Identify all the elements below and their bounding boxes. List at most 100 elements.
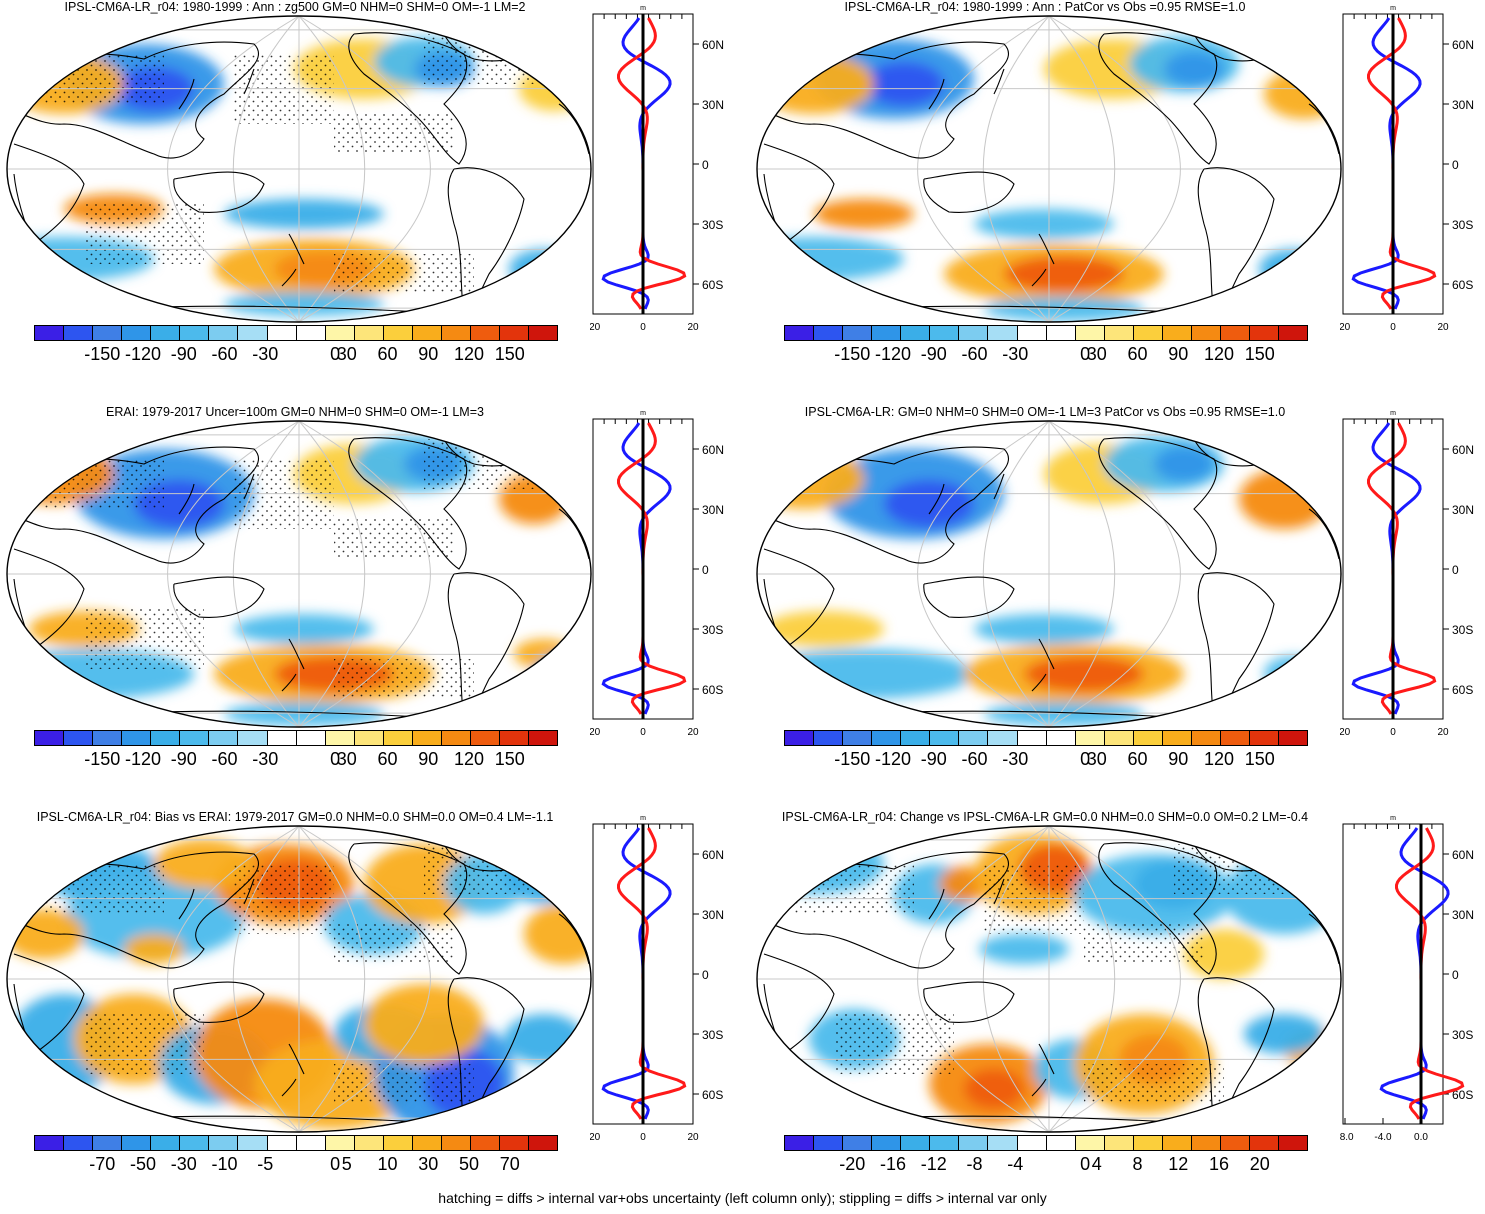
x-tick-label: 20 xyxy=(687,322,699,333)
colorbar-swatch xyxy=(209,1136,239,1150)
colorbar-tick-label: 30 xyxy=(336,344,357,364)
colorbar-swatch xyxy=(209,731,239,745)
colorbar-tick-label: 150 xyxy=(494,749,525,769)
x-tick-label: -4.0 xyxy=(1374,1132,1392,1143)
longitude-line xyxy=(298,421,431,727)
map-frame xyxy=(6,420,592,728)
coastline xyxy=(13,143,85,245)
colorbar-swatch xyxy=(988,1136,1018,1150)
colorbar-swatch xyxy=(325,326,355,340)
colorbar-tick-label: -70 xyxy=(89,1154,116,1174)
colorbar-tick-label: -60 xyxy=(211,749,238,769)
colorbar-swatch xyxy=(1191,326,1221,340)
colorbar-tick-label: 30 xyxy=(336,749,357,769)
colorbar-swatch xyxy=(1250,1136,1280,1150)
latitude-label: 60N xyxy=(702,848,724,862)
coastline xyxy=(281,1043,305,1097)
colorbar-swatch xyxy=(1162,1136,1192,1150)
x-tick-label: 20 xyxy=(687,1132,699,1143)
colorbar-tick-label: 60 xyxy=(377,344,398,364)
contour-blob xyxy=(974,614,1114,644)
latitude-label: 60S xyxy=(1452,683,1473,697)
colorbar-labels: -150 -120 -90 -60 -30 0 30 60 90 120 150 xyxy=(784,344,1308,366)
colorbar-swatch xyxy=(267,326,297,340)
stipple-region xyxy=(84,1014,204,1074)
stipple-region xyxy=(1174,844,1304,894)
x-tick-label: 20 xyxy=(1437,322,1449,333)
colorbar-swatch xyxy=(959,1136,989,1150)
latitude-label: 0 xyxy=(702,563,709,577)
colorbar-swatch xyxy=(843,1136,873,1150)
colorbar-labels: -20 -16 -12 -8 -4 0 4 8 12 16 20 xyxy=(784,1154,1308,1176)
latitude-label: 30N xyxy=(1452,908,1474,922)
colorbar-swatch xyxy=(470,326,500,340)
panel-erai: ERAI: 1979-2017 Uncer=100m GM=0 NHM=0 SH… xyxy=(0,405,742,809)
coastline xyxy=(763,548,835,650)
contour-blob xyxy=(984,297,1144,321)
colorbar-swatch xyxy=(470,1136,500,1150)
stipple-region xyxy=(334,519,454,559)
colorbar-swatch xyxy=(1017,1136,1047,1150)
colorbar-tick-label: -90 xyxy=(170,749,197,769)
contour-blob xyxy=(764,611,884,647)
coastline xyxy=(1098,32,1218,165)
latitude-label: 30S xyxy=(1452,218,1473,232)
panel-title: IPSL-CM6A-LR_r04: 1980-1999 : Ann : PatC… xyxy=(844,0,1246,14)
colorbar-tick-label: 120 xyxy=(453,749,485,769)
colorbar-swatch xyxy=(296,731,326,745)
colorbar-swatch xyxy=(383,731,413,745)
coastline xyxy=(13,953,85,1055)
coastline xyxy=(758,41,1010,159)
coastline xyxy=(928,878,1005,920)
stipple-region xyxy=(1084,924,1204,964)
panel-title: IPSL-CM6A-LR_r04: 1980-1999 : Ann : zg50… xyxy=(64,0,526,14)
x-tick-label: -8.0 xyxy=(1340,1132,1354,1143)
colorbar-tick-label: 70 xyxy=(499,1154,520,1174)
colorbar-swatch xyxy=(209,326,239,340)
colorbar-swatch xyxy=(180,326,210,340)
profile-frame xyxy=(1342,823,1444,1125)
longitude-line xyxy=(1048,16,1116,322)
x-tick-label: 0 xyxy=(640,727,646,738)
colorbar-swatch xyxy=(267,731,297,745)
colorbar-tick-label: -8 xyxy=(966,1154,983,1174)
model-profile-line xyxy=(617,827,687,1120)
colorbar-swatch xyxy=(872,731,902,745)
x-tick-label: 20 xyxy=(1437,727,1449,738)
colorbar-tick-label: 60 xyxy=(1127,749,1148,769)
world-map xyxy=(756,420,1342,728)
colorbar-swatch xyxy=(901,731,931,745)
latitude-label: 30N xyxy=(1452,98,1474,112)
colorbar-tick-label: 30 xyxy=(418,1154,439,1174)
contour-blob xyxy=(224,292,384,316)
zonal-mean-profile: m 60N 30N 0 30S 60S -20 0 20 xyxy=(1340,5,1474,333)
world-map xyxy=(6,420,592,728)
coastline xyxy=(1031,638,1055,692)
colorbar-tick-label: -60 xyxy=(961,344,988,364)
colorbar-labels: -150 -120 -90 -60 -30 0 30 60 90 120 150 xyxy=(784,749,1308,771)
colorbar-tick-label: 0 xyxy=(1080,1154,1091,1174)
colorbar-tick-label: 12 xyxy=(1168,1154,1189,1174)
colorbar-tick-label: 10 xyxy=(377,1154,398,1174)
x-tick-label: 0 xyxy=(1390,322,1396,333)
colorbar-swatch xyxy=(1075,326,1105,340)
coastline xyxy=(281,233,305,287)
latitude-label: 60N xyxy=(1452,848,1474,862)
colorbar-swatch xyxy=(383,326,413,340)
colorbar-tick-label: -60 xyxy=(961,749,988,769)
stipple-region xyxy=(424,844,554,894)
contour-blob xyxy=(984,702,1144,726)
coastline xyxy=(558,103,590,155)
colorbar-swatch xyxy=(930,1136,960,1150)
colorbar-tick-label: -50 xyxy=(129,1154,156,1174)
coastline xyxy=(558,508,590,560)
colorbar-swatch xyxy=(1279,1136,1308,1150)
contour-blob xyxy=(757,54,874,114)
colorbar-swatch xyxy=(500,731,530,745)
colorbar-swatch xyxy=(1250,326,1280,340)
latitude-label: 60S xyxy=(702,1088,723,1102)
map-frame xyxy=(756,420,1342,728)
colorbar-tick-label: -90 xyxy=(170,344,197,364)
colorbar-tick-label: -30 xyxy=(252,344,279,364)
panel-change: IPSL-CM6A-LR_r04: Change vs IPSL-CM6A-LR… xyxy=(750,810,1485,1214)
